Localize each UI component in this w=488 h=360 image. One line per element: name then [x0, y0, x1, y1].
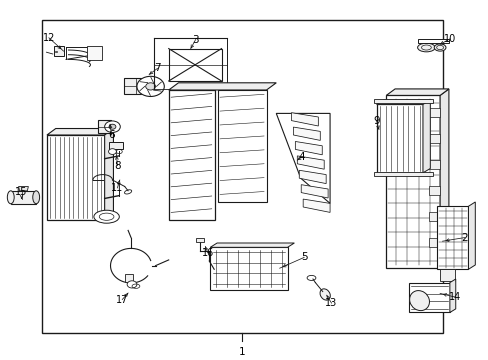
Bar [428, 160, 439, 169]
Polygon shape [301, 185, 327, 198]
Polygon shape [376, 100, 429, 104]
Ellipse shape [109, 124, 116, 129]
Text: 16: 16 [201, 248, 214, 258]
Text: 1: 1 [238, 347, 245, 357]
Polygon shape [293, 127, 320, 140]
Bar [428, 212, 439, 221]
Text: 4: 4 [298, 152, 305, 162]
Bar [439, 269, 454, 281]
Polygon shape [291, 113, 318, 126]
Polygon shape [47, 135, 104, 220]
Bar [168, 49, 221, 81]
Bar [428, 108, 439, 117]
Ellipse shape [7, 191, 14, 204]
Polygon shape [297, 156, 324, 169]
Ellipse shape [127, 281, 137, 288]
Ellipse shape [94, 210, 119, 223]
Text: 6: 6 [108, 130, 115, 140]
Polygon shape [408, 283, 449, 312]
Polygon shape [210, 243, 294, 247]
Polygon shape [417, 39, 448, 43]
Bar [428, 186, 439, 195]
Polygon shape [449, 279, 455, 312]
Polygon shape [386, 95, 439, 268]
Text: 2: 2 [460, 233, 467, 243]
Polygon shape [468, 202, 474, 269]
Text: 14: 14 [447, 292, 460, 302]
Text: 15: 15 [15, 186, 28, 197]
Text: 10: 10 [443, 34, 455, 44]
Polygon shape [276, 113, 329, 203]
Bar [428, 134, 439, 143]
Ellipse shape [108, 149, 116, 154]
Polygon shape [376, 104, 422, 173]
Bar [123, 78, 141, 94]
Polygon shape [386, 89, 448, 95]
Ellipse shape [433, 44, 445, 51]
Ellipse shape [104, 121, 120, 132]
Polygon shape [295, 141, 322, 155]
Bar [54, 46, 63, 56]
Polygon shape [87, 46, 102, 60]
Bar [98, 120, 111, 133]
Text: 5: 5 [300, 252, 307, 262]
Text: 3: 3 [192, 35, 199, 45]
Ellipse shape [417, 43, 434, 52]
Text: 17: 17 [116, 294, 128, 305]
Polygon shape [19, 186, 28, 191]
Ellipse shape [145, 83, 155, 90]
Polygon shape [422, 100, 429, 173]
Polygon shape [217, 90, 266, 202]
Bar [195, 238, 204, 242]
Ellipse shape [33, 191, 40, 204]
Polygon shape [47, 129, 113, 135]
Polygon shape [303, 199, 329, 212]
Ellipse shape [409, 291, 428, 311]
Polygon shape [439, 89, 448, 268]
Ellipse shape [137, 76, 164, 96]
Bar [373, 172, 432, 176]
Polygon shape [168, 90, 215, 220]
Bar [210, 247, 287, 290]
Ellipse shape [319, 289, 330, 300]
Text: 8: 8 [114, 161, 121, 171]
Polygon shape [299, 170, 325, 184]
Bar [108, 142, 123, 149]
Polygon shape [104, 129, 113, 220]
Bar [124, 274, 132, 282]
Bar [373, 99, 432, 103]
Polygon shape [11, 191, 36, 204]
Text: 11: 11 [111, 183, 123, 193]
Text: 12: 12 [42, 33, 55, 43]
Bar [41, 20, 442, 333]
Polygon shape [168, 83, 276, 90]
Bar [436, 206, 468, 269]
Text: 13: 13 [325, 298, 337, 308]
Text: 7: 7 [154, 63, 161, 73]
Bar [428, 238, 439, 247]
Text: 9: 9 [372, 116, 379, 126]
